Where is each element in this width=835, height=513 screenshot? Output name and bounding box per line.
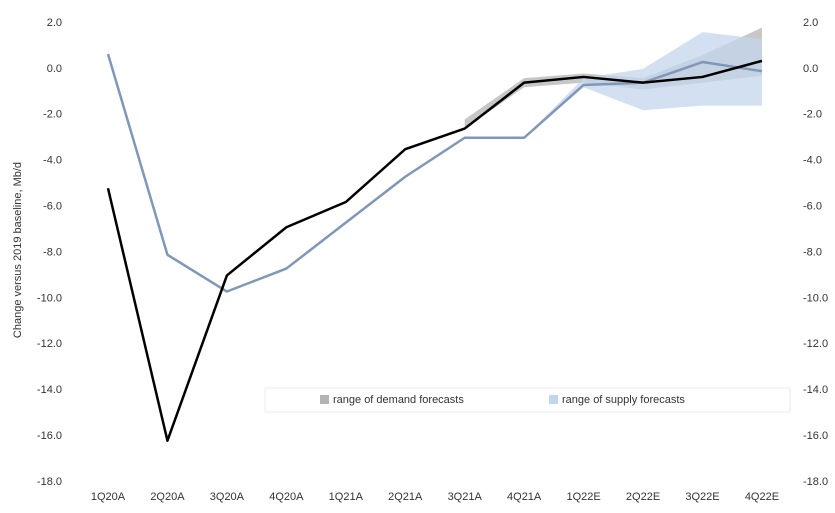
y2-tick-label: -12.0 xyxy=(803,338,828,350)
y2-tick-label: -10.0 xyxy=(803,292,828,304)
legend-swatch xyxy=(320,395,329,404)
forecast-band xyxy=(524,78,584,138)
y-tick-label: 0.0 xyxy=(47,63,62,75)
y-tick-label: -10.0 xyxy=(37,292,62,304)
legend-swatch xyxy=(549,395,558,404)
y-tick-label: -4.0 xyxy=(43,155,62,167)
legend-box xyxy=(264,387,791,413)
x-tick-label: 4Q20A xyxy=(269,491,304,503)
x-tick-label: 3Q21A xyxy=(448,491,483,503)
y-tick-label: 2.0 xyxy=(47,17,62,29)
y2-tick-label: 2.0 xyxy=(803,17,818,29)
x-tick-label: 4Q22E xyxy=(745,491,779,503)
y-tick-label: -16.0 xyxy=(37,430,62,442)
legend-label: range of supply forecasts xyxy=(562,394,685,406)
y-tick-label: -6.0 xyxy=(43,201,62,213)
y-axis-title: Change versus 2019 baseline, Mb/d xyxy=(12,162,24,338)
x-tick-label: 1Q20A xyxy=(91,491,126,503)
y-tick-label: -8.0 xyxy=(43,246,62,258)
x-tick-label: 2Q21A xyxy=(388,491,423,503)
x-tick-label: 2Q20A xyxy=(150,491,185,503)
x-tick-label: 4Q21A xyxy=(507,491,542,503)
x-tick-label: 1Q21A xyxy=(329,491,364,503)
y2-tick-label: -2.0 xyxy=(803,109,822,121)
series-line xyxy=(106,53,763,293)
y2-tick-label: -16.0 xyxy=(803,430,828,442)
series-line xyxy=(106,59,763,442)
x-tick-label: 3Q20A xyxy=(210,491,245,503)
y-tick-label: -14.0 xyxy=(37,384,62,396)
x-tick-label: 1Q22E xyxy=(566,491,600,503)
y2-tick-label: 0.0 xyxy=(803,63,818,75)
x-tick-label: 3Q22E xyxy=(685,491,719,503)
y2-tick-label: -8.0 xyxy=(803,246,822,258)
y2-tick-label: -6.0 xyxy=(803,201,822,213)
y2-tick-label: -18.0 xyxy=(803,476,828,488)
y-tick-label: -18.0 xyxy=(37,476,62,488)
y-tick-label: -2.0 xyxy=(43,109,62,121)
y2-tick-label: -4.0 xyxy=(803,155,822,167)
y-tick-label: -12.0 xyxy=(37,338,62,350)
legend-label: range of demand forecasts xyxy=(333,394,464,406)
x-tick-label: 2Q22E xyxy=(626,491,660,503)
y2-tick-label: -14.0 xyxy=(803,384,828,396)
